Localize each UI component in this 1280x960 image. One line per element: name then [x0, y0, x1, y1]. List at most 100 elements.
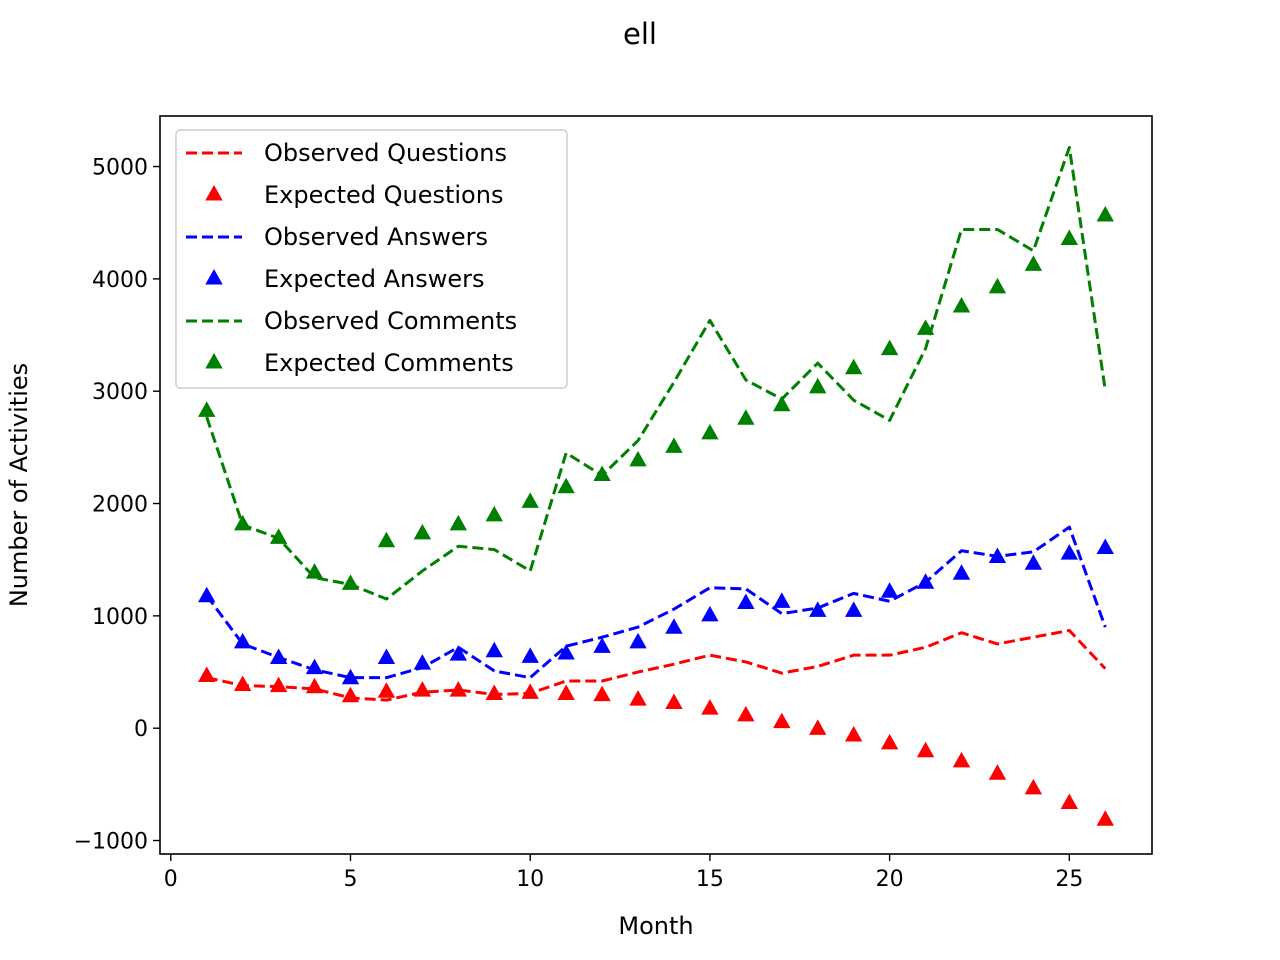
data-point-expected-answers [521, 647, 539, 663]
x-tick-label: 20 [876, 867, 904, 892]
data-point-expected-questions [1060, 793, 1079, 809]
data-point-expected-questions [952, 751, 971, 768]
data-point-expected-answers [952, 564, 971, 580]
data-point-expected-questions [413, 681, 432, 697]
data-point-expected-questions [305, 677, 324, 694]
data-point-expected-comments [1096, 205, 1114, 222]
legend-label: Observed Comments [264, 307, 517, 335]
data-point-expected-comments [1060, 229, 1079, 246]
data-point-expected-answers [629, 632, 647, 649]
plot-frame [159, 115, 1153, 855]
data-point-expected-questions [773, 712, 791, 729]
data-point-expected-answers [773, 592, 791, 608]
data-point-expected-questions [449, 681, 468, 697]
data-point-expected-comments [701, 423, 719, 440]
data-point-expected-comments [916, 319, 935, 335]
data-point-expected-answers [1060, 544, 1079, 560]
data-point-expected-answers [269, 648, 288, 665]
data-point-expected-answers [341, 668, 360, 685]
x-tick-label: 5 [343, 867, 357, 892]
x-tick-label: 0 [164, 867, 178, 892]
data-point-expected-questions [737, 705, 755, 722]
y-tick-label: 5000 [92, 156, 148, 181]
y-tick-label: 0 [134, 717, 148, 742]
data-point-expected-questions [341, 686, 360, 703]
data-point-expected-questions [880, 733, 899, 750]
data-point-expected-answers [701, 605, 719, 622]
data-point-expected-questions [701, 699, 719, 715]
x-tick-label: 10 [516, 867, 544, 892]
data-point-expected-answers [1024, 554, 1043, 570]
legend-label: Expected Questions [264, 181, 503, 209]
data-point-expected-comments [880, 339, 899, 356]
data-point-expected-comments [1024, 255, 1043, 271]
chart-title: ell [623, 17, 657, 51]
legend-label: Expected Answers [264, 265, 485, 293]
data-point-expected-comments [844, 358, 863, 375]
data-point-expected-questions [988, 764, 1007, 780]
data-point-expected-questions [233, 675, 252, 692]
data-point-expected-answers [377, 648, 396, 665]
data-point-expected-comments [521, 492, 539, 508]
data-point-expected-answers [413, 654, 432, 670]
legend-swatch-triangle [205, 353, 223, 369]
data-point-expected-comments [413, 523, 432, 540]
data-point-expected-questions [844, 726, 863, 742]
data-point-expected-comments [557, 477, 575, 494]
data-point-expected-comments [305, 563, 324, 579]
data-point-expected-comments [773, 395, 791, 412]
y-tick-label: −1000 [74, 830, 148, 855]
y-tick-label: 2000 [92, 493, 148, 518]
series-line-observed-questions [206, 628, 1107, 702]
data-point-expected-questions [557, 684, 575, 700]
series-layer [198, 145, 1114, 826]
data-point-expected-questions [198, 666, 216, 683]
legend-swatch-triangle [205, 269, 223, 285]
data-point-expected-comments [377, 531, 396, 548]
data-point-expected-questions [916, 741, 935, 758]
data-point-expected-answers [449, 645, 468, 661]
x-axis-label: Month [618, 912, 693, 940]
legend-label: Expected Comments [264, 349, 514, 377]
data-point-expected-comments [665, 437, 683, 453]
data-point-expected-answers [880, 582, 899, 598]
data-point-expected-questions [485, 684, 503, 700]
data-point-expected-comments [593, 465, 611, 481]
series-line-observed-answers [205, 525, 1107, 680]
data-point-expected-comments [233, 514, 252, 531]
data-point-expected-answers [233, 632, 252, 649]
legend: Observed Questions Expected Questions Obse… [175, 129, 568, 389]
legend-label: Observed Questions [264, 139, 507, 167]
legend-box [175, 129, 568, 389]
axis-ticks: 0 5 10 15 20 25 −1000 0 1000 2000 3000 4000 5000 [74, 156, 1084, 892]
data-point-expected-answers [916, 573, 935, 589]
data-point-expected-answers [198, 586, 216, 603]
y-tick-label: 4000 [92, 268, 148, 293]
x-tick-label: 15 [696, 867, 724, 892]
data-point-expected-questions [521, 683, 539, 699]
y-tick-label: 1000 [92, 605, 148, 630]
y-axis-label: Number of Activities [5, 363, 33, 607]
data-point-expected-questions [809, 719, 827, 735]
legend-label: Observed Answers [264, 223, 488, 251]
x-tick-label: 25 [1055, 867, 1083, 892]
data-point-expected-answers [305, 658, 324, 675]
data-point-expected-comments [629, 450, 647, 467]
data-point-expected-answers [557, 644, 575, 660]
data-point-expected-comments [988, 277, 1007, 294]
data-point-expected-questions [1024, 778, 1043, 795]
data-point-expected-questions [593, 685, 611, 702]
data-point-expected-answers [737, 593, 755, 610]
data-point-expected-questions [1096, 810, 1114, 826]
data-point-expected-answers [809, 601, 827, 617]
data-point-expected-comments [952, 296, 971, 313]
data-point-expected-questions [665, 693, 683, 709]
data-point-expected-comments [485, 505, 503, 522]
data-point-expected-questions [269, 676, 288, 693]
data-point-expected-comments [198, 401, 216, 417]
data-point-expected-answers [485, 641, 503, 658]
data-point-expected-answers [593, 637, 611, 653]
data-point-expected-answers [1096, 538, 1114, 554]
data-point-expected-answers [844, 601, 863, 617]
